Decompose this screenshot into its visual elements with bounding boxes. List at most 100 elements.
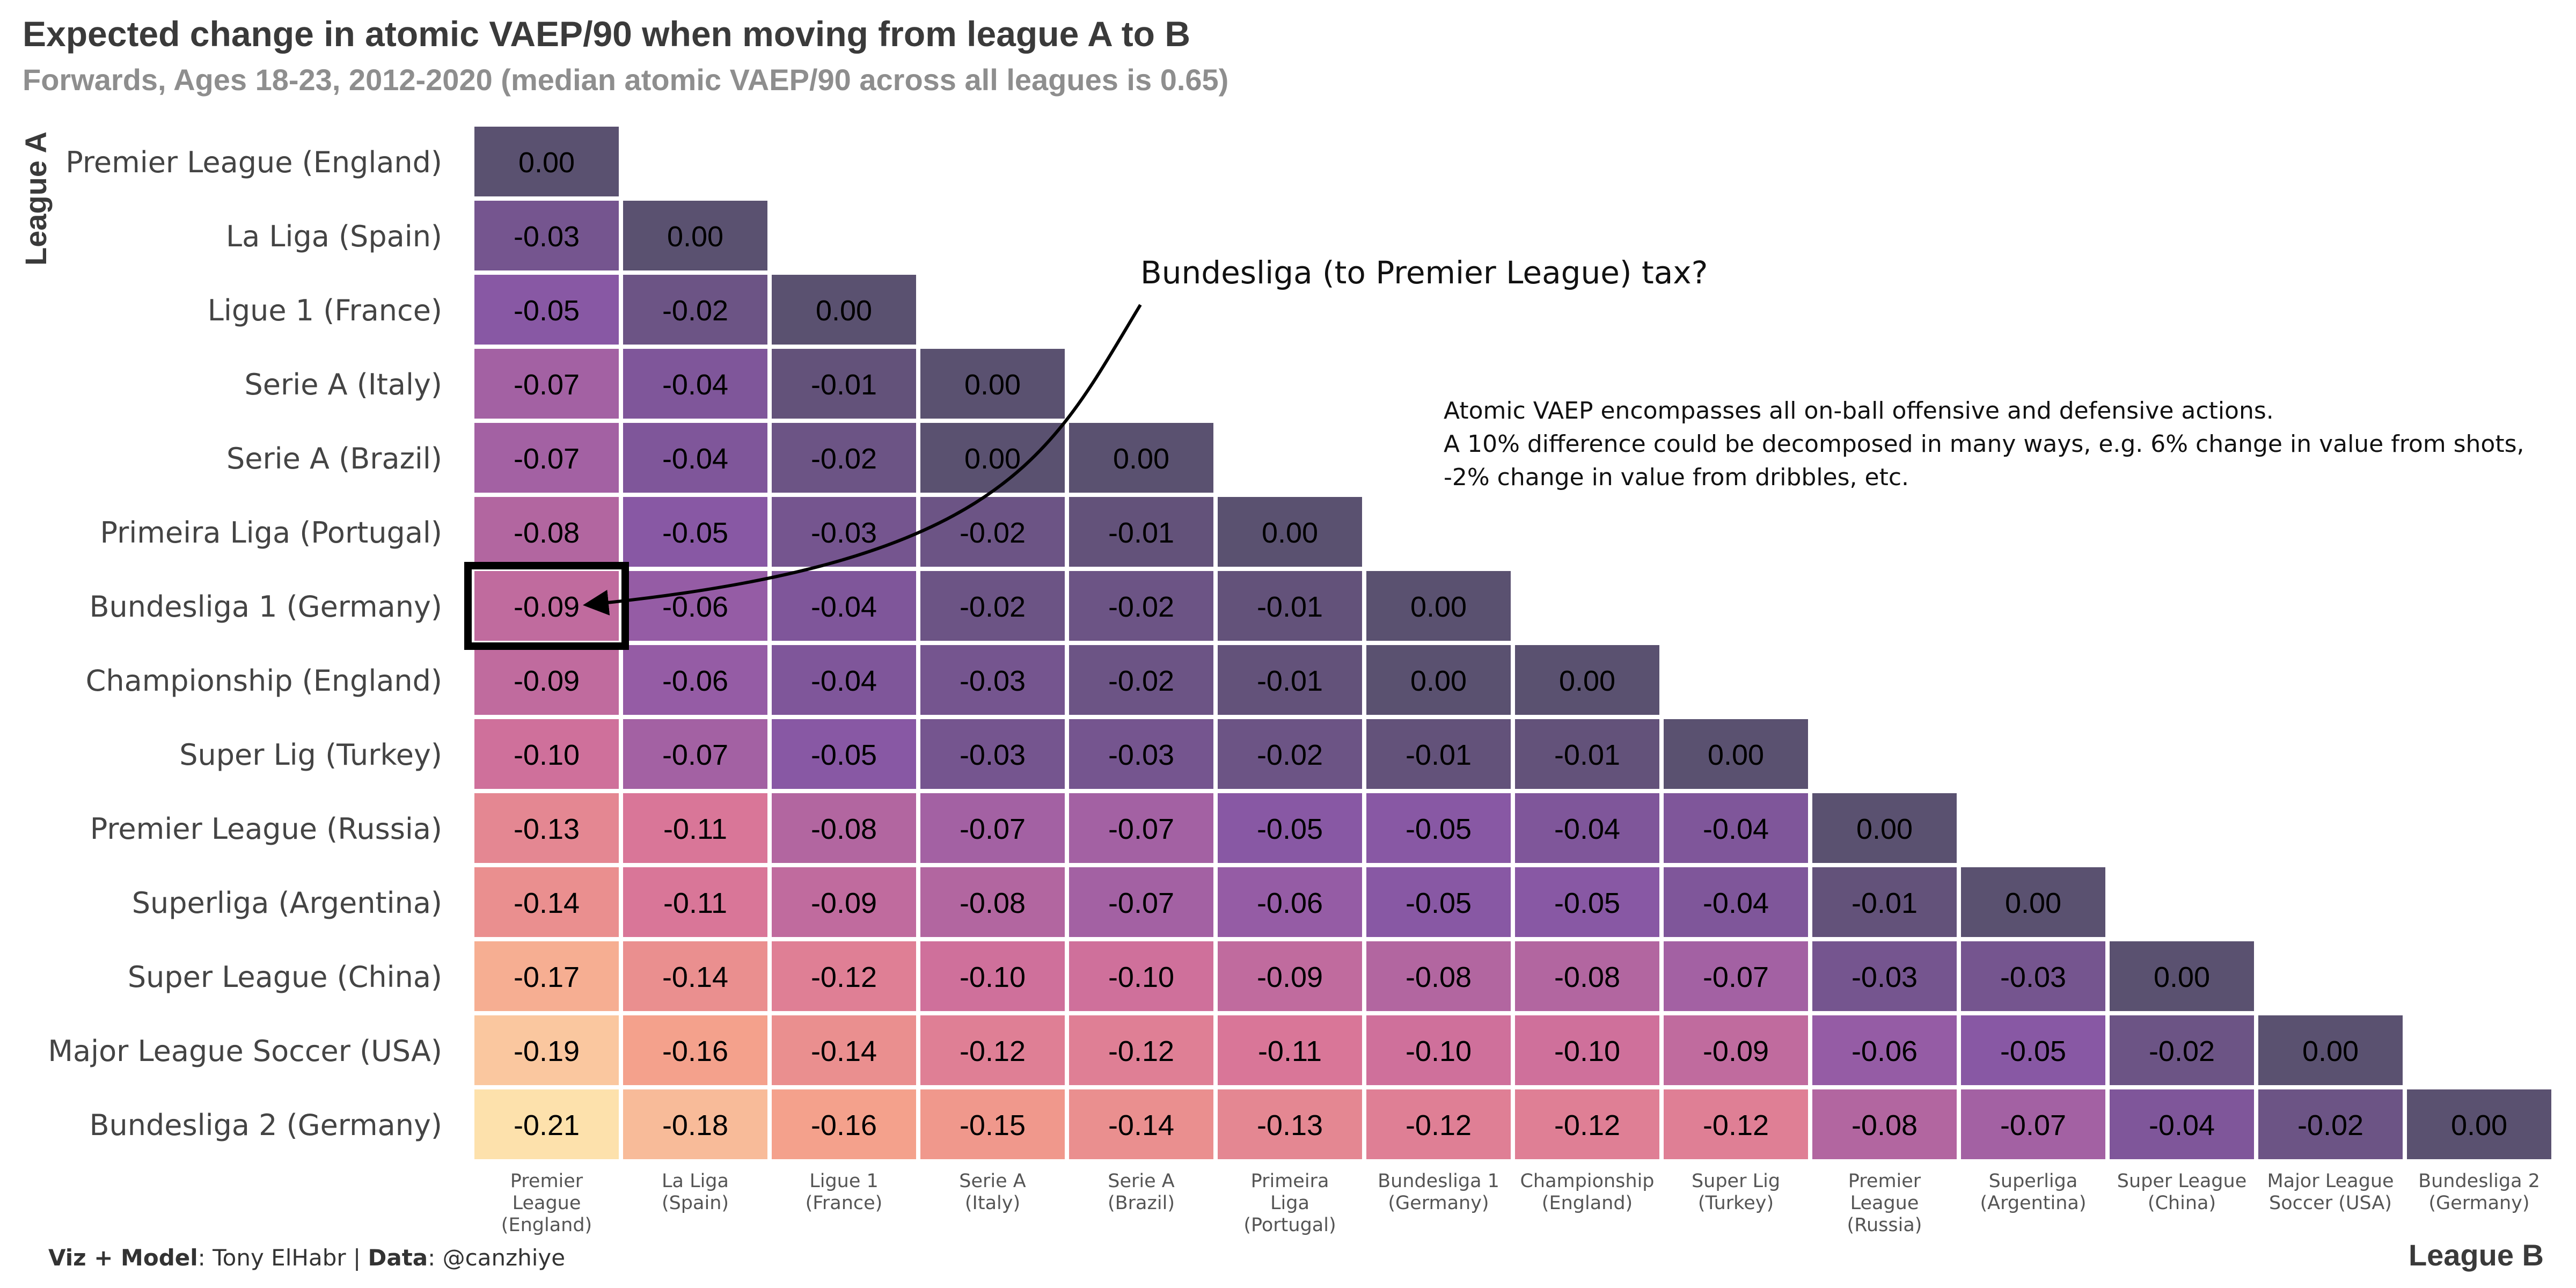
cell-value-label: -0.15 — [960, 1109, 1026, 1141]
cell-value-label: -0.05 — [2000, 1035, 2066, 1067]
heatmap-cell — [1366, 1089, 1511, 1159]
cell-value-label: -0.14 — [514, 887, 580, 919]
cell-value-label: -0.07 — [662, 739, 728, 771]
cell-value-label: -0.04 — [662, 443, 728, 475]
heatmap-cell — [1366, 1015, 1511, 1085]
heatmap-cell — [474, 719, 619, 789]
heatmap-cell — [1664, 793, 1808, 863]
heatmap-cell — [623, 497, 767, 567]
cell-value-label: -0.07 — [514, 443, 580, 475]
column-label: Bundesliga 1 — [1378, 1170, 1499, 1192]
heatmap-cell — [1366, 941, 1511, 1011]
heatmap-cell — [1515, 645, 1659, 715]
heatmap-cell — [772, 349, 916, 419]
heatmap-cell — [1218, 793, 1362, 863]
cell-value-label: -0.04 — [811, 665, 877, 697]
cell-value-label: -0.04 — [1703, 813, 1769, 845]
column-label: (Italy) — [965, 1192, 1020, 1214]
cell-value-label: 0.00 — [816, 295, 872, 327]
row-label: Major League Soccer (USA) — [48, 1034, 442, 1068]
row-label: Ligue 1 (France) — [208, 294, 442, 327]
heatmap-cell — [920, 571, 1065, 641]
heatmap-cell — [920, 1089, 1065, 1159]
heatmap-cell — [1812, 867, 1957, 937]
heatmap-cell — [474, 1089, 619, 1159]
cell-value-label: -0.08 — [1851, 1109, 1918, 1141]
cell-value-label: -0.01 — [1257, 591, 1323, 623]
heatmap-cell — [1812, 941, 1957, 1011]
cell-value-label: -0.06 — [1257, 887, 1323, 919]
annotation-note-line: Atomic VAEP encompasses all on-ball offe… — [1444, 397, 2274, 425]
column-label: Serie A — [959, 1170, 1026, 1192]
heatmap-cell — [474, 793, 619, 863]
cell-value-label: -0.03 — [811, 517, 877, 549]
heatmap-cell — [1366, 571, 1511, 641]
cell-value-label: -0.04 — [811, 591, 877, 623]
annotation-note: Atomic VAEP encompasses all on-ball offe… — [1444, 397, 2524, 491]
chart-title: Expected change in atomic VAEP/90 when m… — [23, 14, 1190, 54]
cell-value-label: -0.08 — [514, 517, 580, 549]
heatmap-cell — [474, 201, 619, 270]
row-labels: Premier League (England) La Liga (Spain) L… — [48, 145, 442, 1142]
column-label: Premier — [1848, 1170, 1921, 1192]
column-label: Ligue 1 — [809, 1170, 879, 1192]
row-label: Premier League (England) — [65, 145, 442, 179]
column-label: (China) — [2148, 1192, 2216, 1214]
cell-value-label: -0.16 — [662, 1035, 728, 1067]
column-label: League — [1850, 1192, 1919, 1214]
heatmap-cell — [772, 645, 916, 715]
caption-data-value: : @canzhiye — [428, 1245, 565, 1271]
caption: Viz + Model: Tony ElHabr | Data: @canzhi… — [48, 1245, 565, 1271]
heatmap-cell — [1812, 1015, 1957, 1085]
heatmap-cell — [920, 645, 1065, 715]
heatmap-cell — [474, 645, 619, 715]
heatmap-cell — [772, 867, 916, 937]
cell-value-label: 0.00 — [1113, 443, 1169, 475]
heatmap-cell — [1069, 941, 1213, 1011]
heatmap-cell — [920, 349, 1065, 419]
cell-value-label: -0.12 — [1554, 1109, 1620, 1141]
cell-value-label: -0.14 — [662, 961, 728, 993]
heatmap-cell — [1218, 1089, 1362, 1159]
heatmap-cell — [2258, 1015, 2403, 1085]
row-label: Premier League (Russia) — [90, 812, 442, 846]
cell-value-label: -0.09 — [1703, 1035, 1769, 1067]
cell-value-label: -0.04 — [1703, 887, 1769, 919]
cell-value-label: -0.08 — [960, 887, 1026, 919]
cell-value-label: -0.11 — [1258, 1035, 1322, 1067]
cell-value-label: -0.14 — [1108, 1109, 1174, 1141]
cell-value-label: -0.08 — [811, 813, 877, 845]
heatmap-cell — [1515, 867, 1659, 937]
cell-value-label: -0.05 — [1257, 813, 1323, 845]
cell-value-label: -0.19 — [514, 1035, 580, 1067]
cell-value-label: -0.06 — [662, 665, 728, 697]
column-label: Superliga — [1989, 1170, 2078, 1192]
cell-value-label: -0.09 — [811, 887, 877, 919]
heatmap-cell — [1366, 645, 1511, 715]
caption-data-label: Data — [368, 1245, 428, 1271]
chart-subtitle: Forwards, Ages 18-23, 2012-2020 (median … — [23, 63, 1228, 97]
cell-value-label: -0.07 — [1108, 887, 1174, 919]
cell-value-label: -0.21 — [514, 1109, 580, 1141]
heatmap-cell — [623, 793, 767, 863]
column-label: (Argentina) — [1980, 1192, 2086, 1214]
row-label: Superliga (Argentina) — [132, 886, 442, 920]
heatmap-cell — [1515, 719, 1659, 789]
cell-value-label: -0.04 — [662, 369, 728, 401]
heatmap-cells: 0.00 -0.03 0.00 -0.05 -0.02 0.00 -0.07 -0.04 -0.… — [474, 127, 2551, 1159]
cell-value-label: -0.08 — [1554, 961, 1620, 993]
heatmap-cell — [1664, 1089, 1808, 1159]
heatmap-cell — [1664, 1015, 1808, 1085]
cell-value-label: -0.05 — [1406, 813, 1472, 845]
cell-value-label: -0.02 — [1108, 591, 1174, 623]
cell-value-label: 0.00 — [2302, 1035, 2359, 1067]
heatmap-cell — [1069, 867, 1213, 937]
cell-value-label: -0.14 — [811, 1035, 877, 1067]
heatmap-cell — [1218, 497, 1362, 567]
row-label: La Liga (Spain) — [226, 219, 442, 253]
cell-value-label: 0.00 — [2005, 887, 2061, 919]
caption-viz-value: : Tony ElHabr | — [198, 1245, 368, 1271]
cell-value-label: -0.07 — [1108, 813, 1174, 845]
